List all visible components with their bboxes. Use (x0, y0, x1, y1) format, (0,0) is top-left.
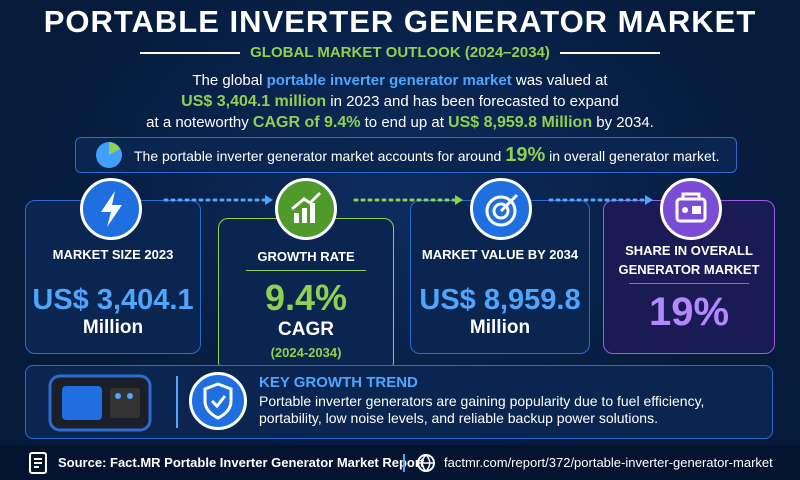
highlight: 19% (505, 144, 546, 166)
card-value: 19% (648, 290, 730, 334)
highlight: US$ 8,959.8 Million (448, 114, 593, 131)
connectors (163, 195, 653, 205)
text: The global (192, 72, 267, 89)
trend-text: Portable inverter generators are gaining… (259, 393, 709, 426)
text: at a noteworthy (146, 114, 253, 131)
summary-line: at a noteworthy CAGR of 9.4% to end up a… (0, 114, 800, 132)
card-unit: CAGR (278, 319, 334, 340)
highlight: portable inverter generator market (266, 72, 512, 89)
card-period: (2024-2034) (270, 345, 342, 360)
footer: Source: Fact.MR Portable Inverter Genera… (0, 445, 800, 480)
card-label: SHARE IN OVERALL GENERATOR MARKET (618, 243, 760, 277)
summary-line: US$ 3,404.1 million in 2023 and has been… (0, 93, 800, 111)
card-unit: Million (469, 317, 531, 338)
card: GROWTH RATE 9.4% CAGR (2024-2034) (218, 218, 394, 372)
card: SHARE IN OVERALL GENERATOR MARKET 19% (603, 200, 775, 354)
card: MARKET SIZE 2023 US$ 3,404.1 Million (25, 200, 201, 354)
title: PORTABLE INVERTER GENERATOR MARKET (43, 4, 757, 39)
share-banner: The portable inverter generator market a… (75, 137, 737, 173)
globe-icon (417, 454, 435, 473)
target-icon (470, 178, 532, 240)
source: Source: Fact.MR Portable Inverter Genera… (58, 455, 425, 470)
subtitle: GLOBAL MARKET OUTLOOK (2024–2034) (250, 44, 550, 61)
growth-icon (275, 178, 337, 240)
subtitle-row: GLOBAL MARKET OUTLOOK (2024–2034) (0, 44, 800, 61)
shield-icon (189, 372, 247, 430)
card-label: MARKET VALUE BY 2034 (421, 247, 579, 262)
card: MARKET VALUE BY 2034 US$ 8,959.8 Million (410, 200, 590, 354)
card-value: 9.4% (264, 277, 348, 318)
url: factmr.com/report/372/portable-inverter-… (444, 455, 773, 470)
card-value: US$ 3,404.1 (32, 284, 194, 316)
pie-icon (96, 142, 122, 168)
trend-box: KEY GROWTH TREND Portable inverter gener… (25, 365, 773, 439)
highlight: CAGR of 9.4% (252, 114, 361, 131)
text: to end up at (360, 114, 449, 131)
generator-icon (660, 178, 722, 240)
card-value: US$ 8,959.8 (419, 284, 581, 316)
highlight: US$ 3,404.1 million (181, 93, 327, 110)
generator-image (48, 374, 152, 432)
text: was valued at (511, 72, 608, 89)
card-unit: Million (82, 317, 144, 338)
summary-line: The global portable inverter generator m… (0, 72, 800, 89)
text: in 2023 and has been forecasted to expan… (326, 93, 619, 110)
trend-title: KEY GROWTH TREND (259, 374, 418, 391)
card-label: MARKET SIZE 2023 (52, 247, 174, 262)
text: The portable inverter generator market a… (134, 148, 506, 164)
text: by 2034. (592, 114, 654, 131)
doc-icon (29, 452, 47, 474)
card-label: GROWTH RATE (257, 249, 355, 264)
bolt-icon (80, 178, 142, 240)
text: in overall generator market. (545, 148, 720, 164)
